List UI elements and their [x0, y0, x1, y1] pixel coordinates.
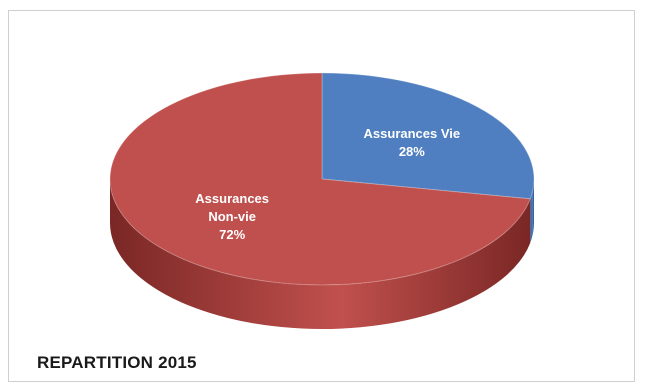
- pie-slice-1: [109, 72, 531, 286]
- slice-label-1-0: Assurances: [195, 191, 269, 206]
- slice-label-1-1: Non-vie: [208, 209, 256, 224]
- slice-label-0-0: Assurances Vie: [364, 126, 461, 141]
- pie-slice-side-1: [110, 179, 531, 329]
- slice-value-label-0: 28%: [399, 144, 425, 159]
- chart-frame: Assurances Vie 28% Assurances Non-vie 72% RE…: [8, 10, 635, 382]
- pie-slice-side-0: [530, 179, 534, 243]
- pie-slice-0: [321, 72, 535, 200]
- slice-value-label-1: 72%: [219, 227, 245, 242]
- chart-footer-title: REPARTITION 2015: [37, 353, 197, 372]
- pie-chart: Assurances Vie 28% Assurances Non-vie 72%: [109, 72, 535, 329]
